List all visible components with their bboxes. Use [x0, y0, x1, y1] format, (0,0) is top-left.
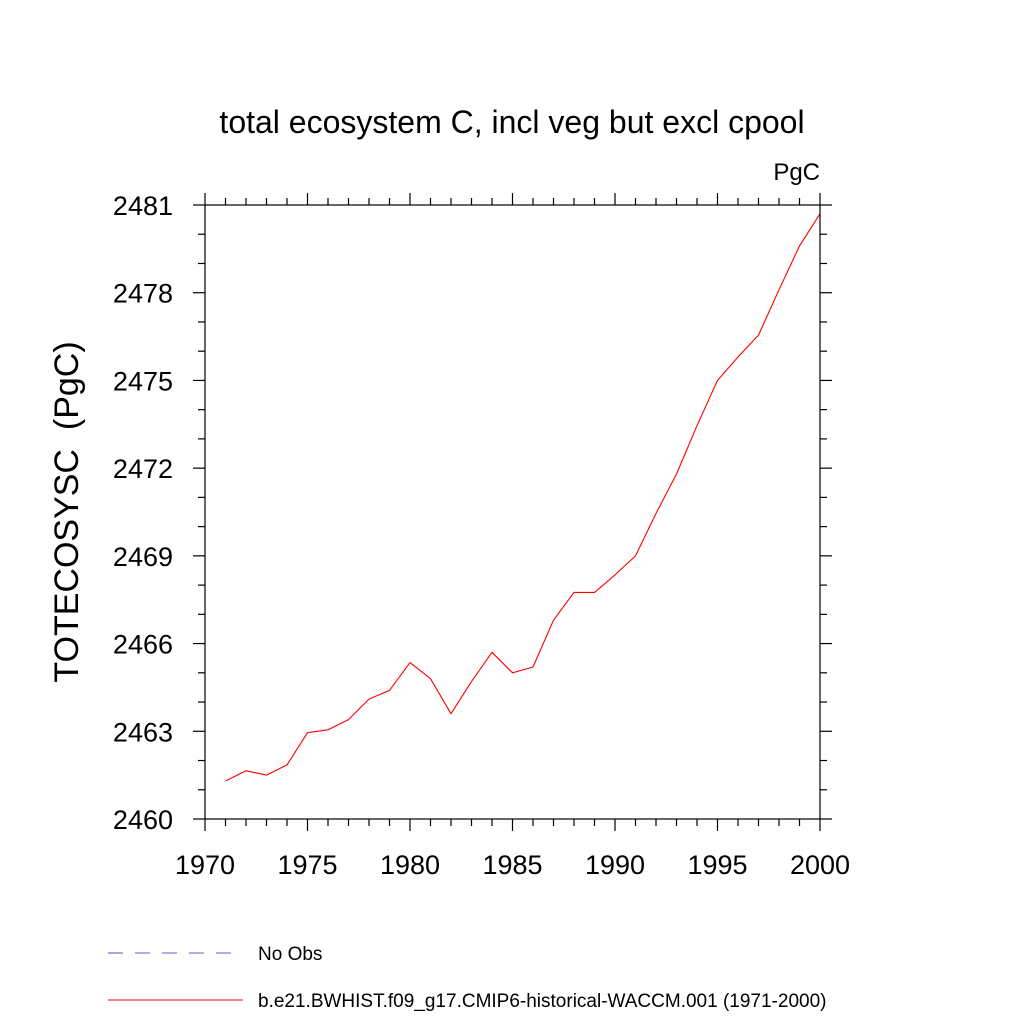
- x-tick-label: 1985: [482, 850, 542, 880]
- units-label: PgC: [773, 159, 820, 186]
- chart-title: total ecosystem C, incl veg but excl cpo…: [219, 104, 804, 140]
- series-line-0: [225, 213, 821, 782]
- y-tick-labels: 2460 2463 2466 2469 2472 2475 2478 2481: [113, 191, 173, 835]
- legend-label-1: b.e21.BWHIST.f09_g17.CMIP6-historical-WA…: [258, 991, 826, 1012]
- y-tick-label: 2478: [113, 279, 173, 309]
- minor-ticks: [198, 198, 827, 826]
- x-tick-label: 1990: [585, 850, 645, 880]
- plot-frame: [204, 204, 821, 820]
- legend: No Obs b.e21.BWHIST.f09_g17.CMIP6-histori…: [108, 944, 826, 1012]
- x-tick-label: 2000: [790, 850, 850, 880]
- x-tick-label: 1995: [687, 850, 747, 880]
- legend-label-0: No Obs: [258, 944, 322, 965]
- y-tick-label: 2475: [113, 366, 173, 396]
- y-tick-label: 2481: [113, 191, 173, 221]
- y-tick-label: 2466: [113, 630, 173, 660]
- x-tick-labels: 1970 1975 1980 1985 1990 1995 2000: [175, 850, 850, 880]
- series-layer: [225, 213, 821, 782]
- y-tick-label: 2460: [113, 805, 173, 835]
- y-axis-label: TOTECOSYSC (PgC): [48, 341, 86, 682]
- x-tick-label: 1980: [380, 850, 440, 880]
- x-tick-label: 1975: [277, 850, 337, 880]
- major-ticks: [193, 193, 832, 831]
- y-tick-label: 2472: [113, 454, 173, 484]
- x-tick-label: 1970: [175, 850, 235, 880]
- y-tick-label: 2469: [113, 542, 173, 572]
- y-tick-label: 2463: [113, 717, 173, 747]
